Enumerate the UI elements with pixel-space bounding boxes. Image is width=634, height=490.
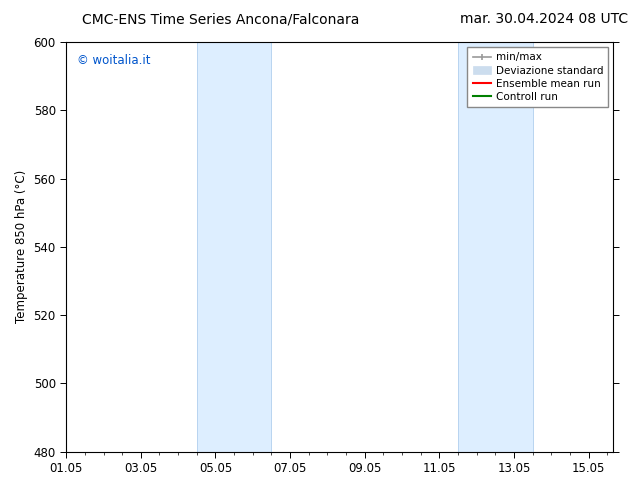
Text: CMC-ENS Time Series Ancona/Falconara: CMC-ENS Time Series Ancona/Falconara — [82, 12, 360, 26]
Bar — [458, 42, 533, 452]
Text: © woitalia.it: © woitalia.it — [77, 54, 151, 67]
Bar — [197, 42, 271, 452]
Y-axis label: Temperature 850 hPa (°C): Temperature 850 hPa (°C) — [15, 170, 28, 323]
Text: mar. 30.04.2024 08 UTC: mar. 30.04.2024 08 UTC — [460, 12, 628, 26]
Legend: min/max, Deviazione standard, Ensemble mean run, Controll run: min/max, Deviazione standard, Ensemble m… — [467, 47, 608, 107]
